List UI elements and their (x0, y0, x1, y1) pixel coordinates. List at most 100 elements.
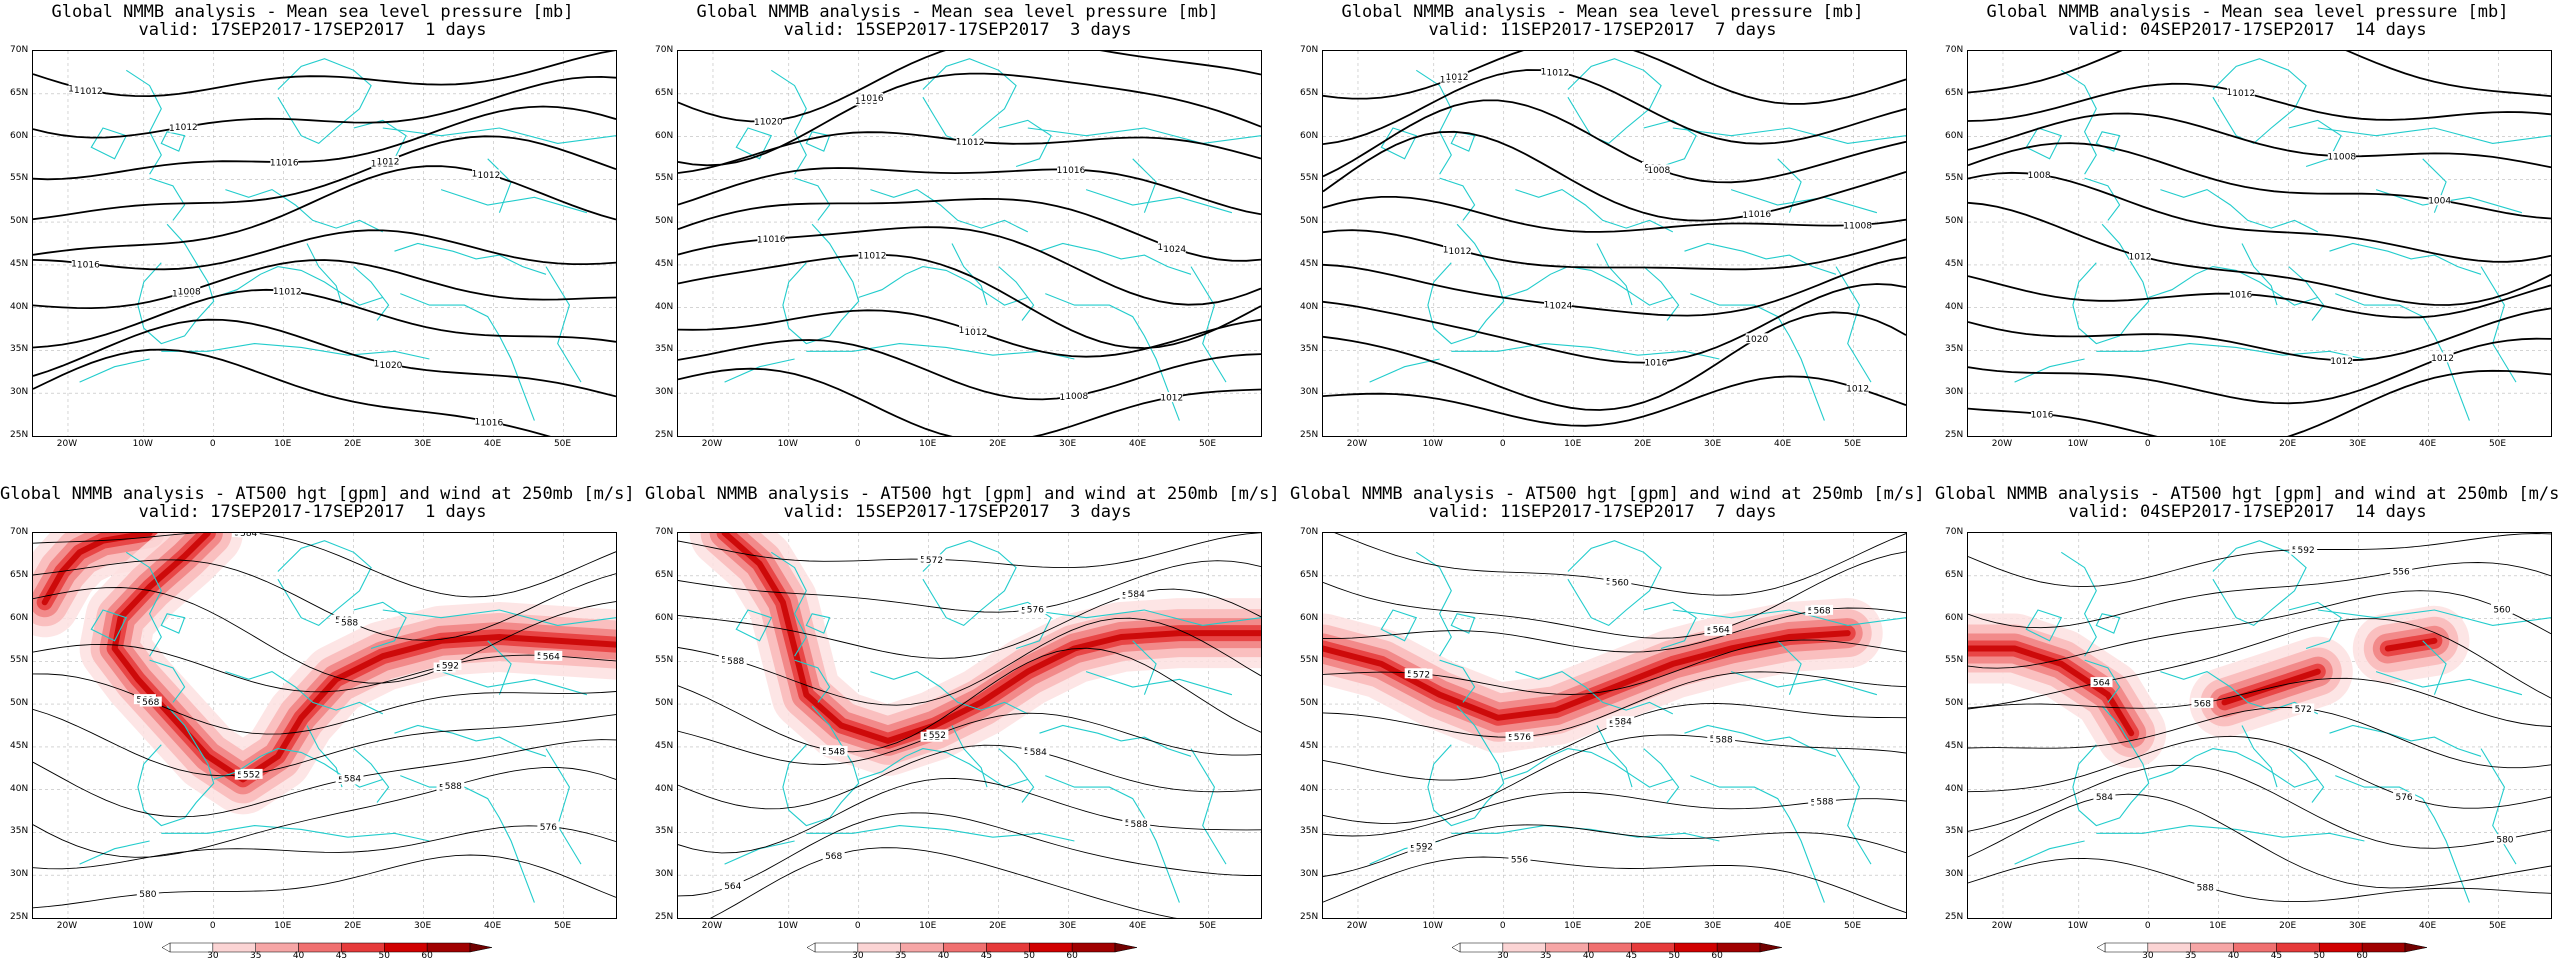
mslp-panel-3: Global NMMB analysis - Mean sea level pr… (1290, 0, 1915, 478)
colorbar-tick-label: 30 (2142, 951, 2154, 961)
lat-tick-label: 65N (1300, 87, 1319, 98)
contour-label: 560 (2493, 605, 2510, 615)
lon-tick-label: 20W (1991, 439, 2013, 449)
lon-tick-label: 20W (56, 921, 78, 931)
lon-tick-label: 50E (1198, 921, 1217, 931)
lon-tick-label: 30E (414, 921, 432, 931)
map-canvas: 1012100810001020100410041000100410161012… (678, 51, 1261, 436)
panel-title: Global NMMB analysis - AT500 hgt [gpm] a… (645, 484, 1280, 504)
contour-label: 584 (1128, 590, 1145, 600)
contour-label: 576 (540, 823, 557, 833)
isolines: 5525445485525565605445485525565605645685… (1323, 533, 1906, 914)
coastlines (724, 58, 1261, 421)
map-frame: 1012101610161012100810121016101610201024… (32, 50, 617, 437)
panel-valid-period: valid: 15SEP2017-17SEP2017 3 days (783, 20, 1132, 40)
lat-tick-label: 70N (1300, 527, 1319, 537)
contour-label: 1012 (80, 87, 103, 97)
lat-tick-label: 25N (1945, 430, 1964, 440)
lon-tick-label: 50E (1198, 439, 1217, 449)
lon-tick-label: 20W (1991, 921, 2013, 931)
lon-tick-label: 30E (2349, 921, 2367, 931)
contour-label: 1012 (964, 328, 987, 338)
lat-tick-label: 45N (1945, 740, 1964, 751)
lat-tick-label: 30N (10, 869, 29, 880)
coastlines (2014, 540, 2551, 903)
contour-label: 1012 (2129, 253, 2152, 263)
coastlines (79, 540, 616, 903)
wind-shading (1968, 605, 2470, 769)
contour-label: 584 (1030, 748, 1047, 758)
contour-label: 588 (341, 619, 358, 629)
contour-label: 552 (243, 770, 260, 780)
lon-tick-label: 20E (2279, 921, 2297, 931)
lat-tick-label: 40N (1300, 301, 1319, 312)
contour-label: 588 (1816, 798, 1833, 808)
z500-wind-panel-2: Global NMMB analysis - AT500 hgt [gpm] a… (645, 482, 1280, 961)
lat-tick-label: 65N (10, 87, 29, 98)
lon-tick-label: 10W (777, 439, 798, 449)
lon-tick-label: 0 (209, 439, 216, 449)
lat-tick-label: 65N (655, 87, 674, 98)
lon-tick-label: 30E (414, 439, 432, 449)
lon-tick-label: 10W (2067, 921, 2088, 931)
contour-label: 560 (1612, 578, 1629, 588)
lon-tick-label: 10E (274, 439, 292, 449)
lon-tick-label: 20E (344, 921, 362, 931)
lat-tick-label: 70N (1945, 527, 1964, 537)
contour-label: 1016 (2229, 290, 2252, 300)
lon-tick-label: 50E (553, 921, 572, 931)
lat-tick-label: 50N (655, 698, 674, 709)
lon-tick-label: 40E (1128, 439, 1147, 449)
panel-title: Global NMMB analysis - Mean sea level pr… (696, 2, 1219, 22)
map-frame: 5525445485525565605445485525565605645685… (1322, 532, 1907, 919)
lat-tick-label: 55N (655, 173, 674, 184)
wind-colorbar: 30 35 40 45 50 60 (1450, 939, 1790, 963)
lat-tick-label: 65N (1300, 569, 1319, 580)
mslp-panel-4: Global NMMB analysis - Mean sea level pr… (1935, 0, 2560, 478)
lat-tick-label: 55N (1945, 173, 1964, 184)
lat-tick-label: 70N (1945, 45, 1964, 55)
panel-valid-period: valid: 11SEP2017-17SEP2017 7 days (1428, 502, 1777, 522)
lon-tick-label: 50E (1843, 439, 1862, 449)
colorbar-tick-label: 35 (2184, 951, 2197, 961)
contour-label: 588 (1131, 820, 1148, 830)
contour-label: 564 (2093, 679, 2110, 689)
lat-tick-label: 25N (1945, 912, 1964, 922)
lon-tick-label: 50E (1843, 921, 1862, 931)
contour-label: 1008 (1065, 392, 1088, 402)
lon-tick-label: 30E (1059, 439, 1077, 449)
colorbar-tick-label: 40 (1582, 951, 1595, 961)
contour-label: 1012 (1449, 247, 1472, 257)
contour-label: 576 (1514, 733, 1531, 743)
contour-label: 1012 (1846, 385, 1869, 395)
lat-tick-label: 40N (10, 301, 29, 312)
coastlines (1369, 58, 1906, 421)
contour-label: 1016 (276, 158, 299, 168)
colorbar-tick-label: 45 (2270, 951, 2283, 961)
wind-shading (689, 533, 1261, 776)
contour-label: 1008 (178, 288, 201, 298)
contour-label: 548 (828, 748, 845, 758)
lat-tick-label: 30N (10, 387, 29, 398)
lat-tick-label: 25N (1300, 912, 1319, 922)
lat-tick-label: 55N (1300, 173, 1319, 184)
lon-tick-label: 40E (2418, 439, 2437, 449)
lon-tick-label: 30E (1704, 921, 1722, 931)
isolines: 1012101610161012100810121016101610201024… (33, 51, 616, 436)
contour-label: 1008 (2333, 153, 2356, 163)
lat-tick-label: 25N (1300, 430, 1319, 440)
contour-label: 572 (926, 556, 943, 566)
contour-label: 584 (2096, 793, 2113, 803)
contour-label: 588 (727, 657, 744, 667)
colorbar-tick-label: 30 (207, 951, 219, 961)
lat-tick-label: 50N (1300, 698, 1319, 709)
panel-title: Global NMMB analysis - AT500 hgt [gpm] a… (0, 484, 635, 504)
lon-tick-label: 20W (701, 921, 723, 931)
colorbar-tick-label: 40 (292, 951, 305, 961)
lat-tick-label: 50N (1945, 698, 1964, 709)
contour-label: 592 (1416, 842, 1433, 852)
contour-label: 580 (2496, 836, 2513, 846)
colorbar-tick-label: 60 (1711, 951, 1723, 961)
contour-label: 1004 (2428, 197, 2451, 207)
lon-tick-label: 40E (483, 921, 502, 931)
